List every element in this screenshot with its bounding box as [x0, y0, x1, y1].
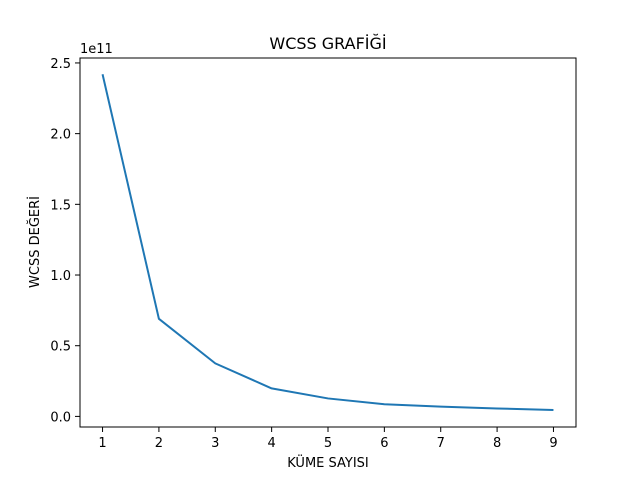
- y-tick-label: 1.0: [50, 269, 71, 284]
- plot-background: [80, 58, 576, 427]
- plot-area: [80, 58, 576, 427]
- x-tick-label: 2: [155, 436, 163, 451]
- x-tick-label: 7: [437, 436, 445, 451]
- y-axis: 0.0 0.5 1.0 1.5 2.0 2.5: [50, 57, 80, 425]
- x-tick-label: 3: [211, 436, 219, 451]
- x-axis-label: KÜME SAYISI: [287, 454, 369, 471]
- x-tick-label: 5: [324, 436, 332, 451]
- series-layer: [101, 74, 554, 412]
- x-tick-label: 1: [98, 436, 106, 451]
- y-tick-label: 2.5: [50, 57, 71, 72]
- y-tick-label: 0.5: [50, 340, 71, 355]
- x-axis: 1 2 3 4 5 6 7 8 9: [98, 427, 558, 451]
- x-tick-label: 4: [267, 436, 275, 451]
- chart-title: WCSS GRAFİĞİ: [269, 34, 386, 53]
- y-tick-label: 2.0: [50, 128, 71, 143]
- x-tick-label: 6: [380, 436, 388, 451]
- y-offset-label: 1e11: [80, 42, 113, 57]
- plot-frame: [79, 57, 577, 428]
- y-tick-label: 1.5: [50, 198, 71, 213]
- x-tick-label: 8: [493, 436, 501, 451]
- x-tick-label: 9: [549, 436, 557, 451]
- series-line-0: [101, 74, 554, 412]
- y-axis-label: WCSS DEĞERİ: [27, 196, 43, 288]
- y-tick-label: 0.0: [50, 410, 71, 425]
